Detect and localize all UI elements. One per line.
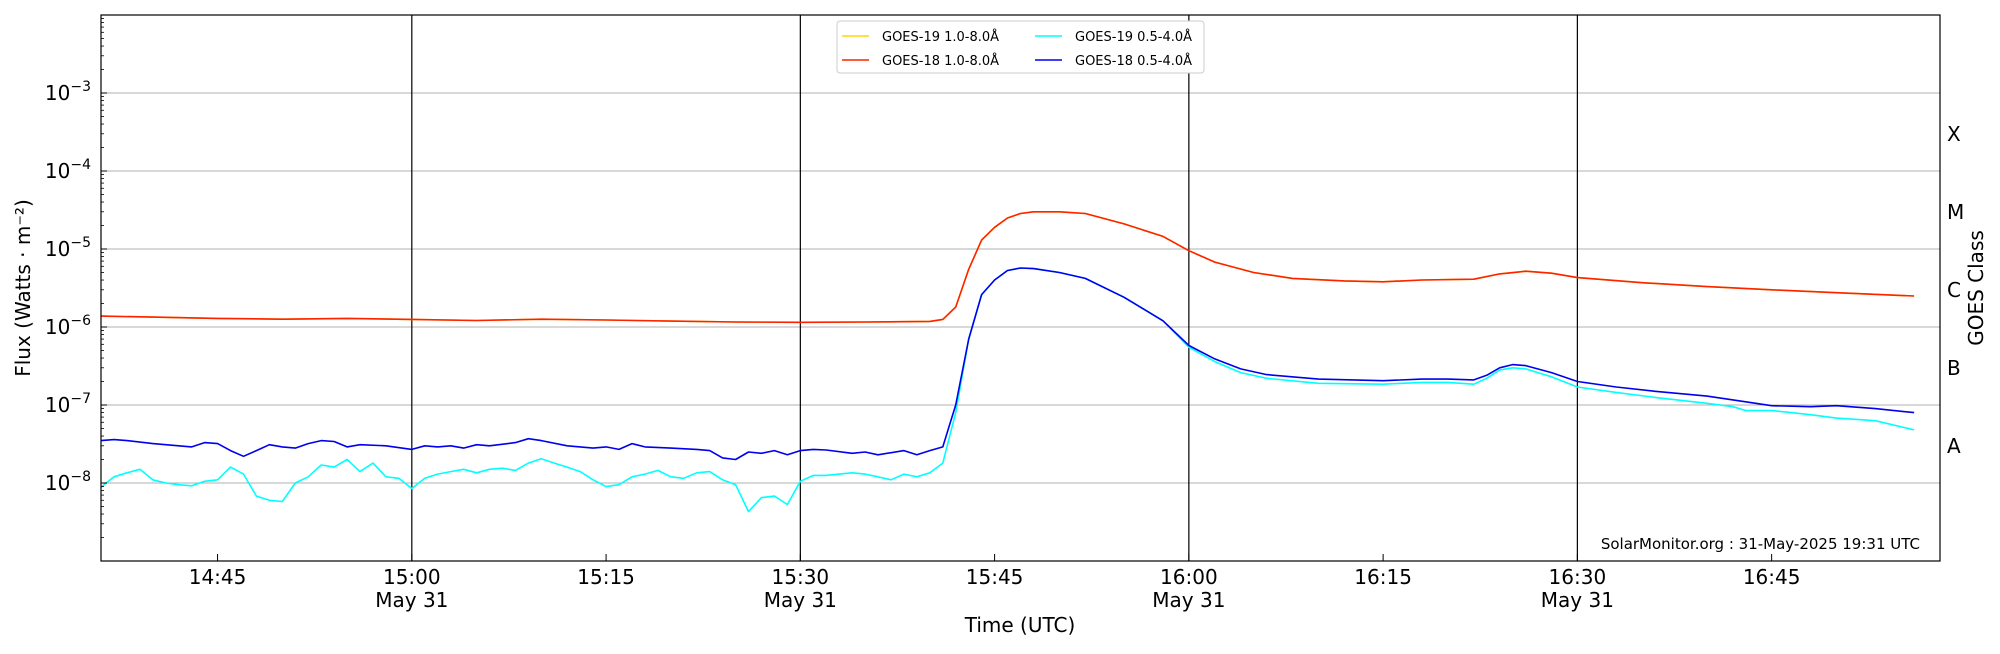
x-tick-label: 15:00 <box>383 565 441 589</box>
y-axis-ticks: 10−8 10−7 10−6 10−5 10−4 10−3 <box>45 18 107 538</box>
legend-box <box>836 20 1205 74</box>
legend-label: GOES-18 1.0-8.0Å <box>882 53 999 69</box>
series-lines <box>100 211 1915 513</box>
y-tick-label: 10−3 <box>45 79 91 105</box>
y-tick-label: 10−4 <box>45 157 91 183</box>
legend-items: GOES-19 1.0-8.0Å GOES-18 1.0-8.0Å GOES-19 … <box>842 29 1192 69</box>
series-line <box>100 211 1915 324</box>
goes-class-label: A <box>1947 434 1961 458</box>
legend-label: GOES-19 0.5-4.0Å <box>1075 29 1192 45</box>
series-line <box>100 267 1915 513</box>
right-axis-label: GOES Class <box>1964 230 1988 346</box>
y-tick-label: 10−6 <box>45 313 91 339</box>
x-tick-label: 15:45 <box>966 565 1024 589</box>
x-tick-label: 16:30 <box>1549 565 1607 589</box>
legend-label: GOES-18 0.5-4.0Å <box>1075 53 1192 69</box>
legend: GOES-19 1.0-8.0Å GOES-18 1.0-8.0Å GOES-19 … <box>836 20 1205 74</box>
goes-class-label: B <box>1947 356 1961 380</box>
x-tick-label: 16:15 <box>1354 565 1412 589</box>
x-tick-label: 16:45 <box>1743 565 1801 589</box>
x-axis-label: Time (UTC) <box>964 613 1076 637</box>
goes-class-labels: A B C M X <box>1947 122 1964 458</box>
x-tick-date-label: May 31 <box>764 588 837 612</box>
series-line <box>100 267 1915 461</box>
horizontal-grid <box>101 92 1940 484</box>
y-tick-label: 10−5 <box>45 235 91 261</box>
x-tick-date-label: May 31 <box>1152 588 1225 612</box>
x-tick-label: 15:30 <box>772 565 830 589</box>
y-tick-label: 10−7 <box>45 391 91 417</box>
goes-class-label: X <box>1947 122 1961 146</box>
goes-class-label: M <box>1947 200 1964 224</box>
plot-frame <box>100 14 1941 562</box>
x-tick-date-label: May 31 <box>375 588 448 612</box>
y-axis-label: Flux (Watts · m⁻²) <box>11 199 35 377</box>
series-line <box>100 211 1915 324</box>
day-boundary-lines <box>411 15 1578 561</box>
x-tick-label: 15:15 <box>577 565 635 589</box>
x-tick-label: 14:45 <box>189 565 247 589</box>
x-tick-label: 16:00 <box>1160 565 1218 589</box>
legend-label: GOES-19 1.0-8.0Å <box>882 29 999 45</box>
goes-class-label: C <box>1947 278 1961 302</box>
x-tick-date-label: May 31 <box>1541 588 1614 612</box>
credit-text: SolarMonitor.org : 31-May-2025 19:31 UTC <box>1601 535 1920 553</box>
y-tick-label: 10−8 <box>45 469 91 495</box>
